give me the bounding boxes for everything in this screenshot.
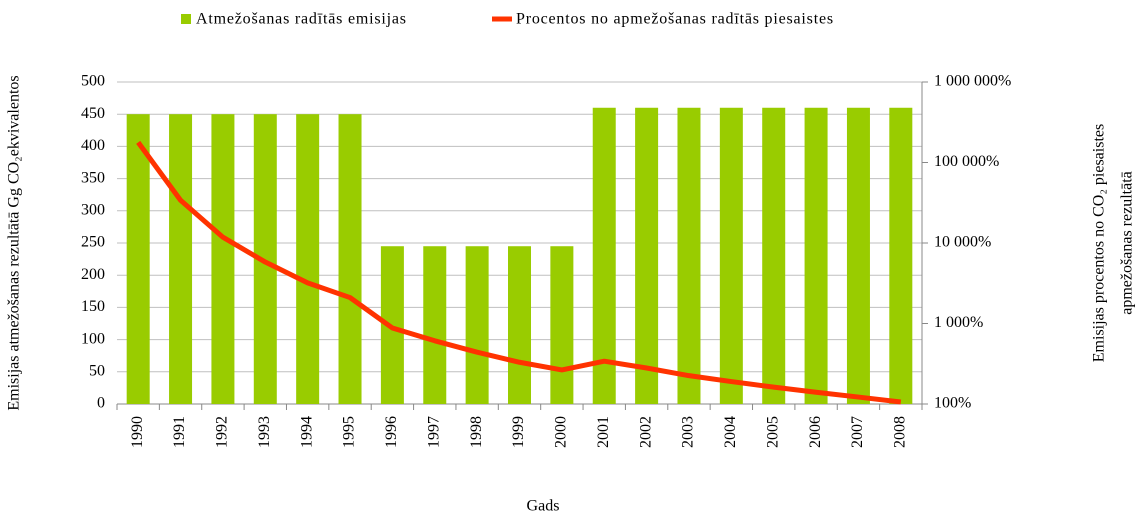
bar bbox=[211, 114, 235, 404]
x-tick-label: 2008 bbox=[891, 416, 908, 448]
y-tick-label: 450 bbox=[81, 105, 105, 122]
y-tick-label: 150 bbox=[81, 298, 105, 315]
x-tick-label: 1996 bbox=[383, 416, 400, 448]
x-tick-label: 2006 bbox=[807, 416, 824, 448]
bar bbox=[592, 107, 616, 404]
bar bbox=[423, 246, 447, 404]
x-tick-label: 2003 bbox=[680, 416, 697, 448]
x-tick-label: 1993 bbox=[256, 416, 273, 448]
y-tick-label: 250 bbox=[81, 234, 105, 251]
legend-label: Atmežošanas radītās emisijas bbox=[196, 11, 407, 28]
y-tick-label: 100 bbox=[81, 330, 105, 347]
x-tick-label: 2005 bbox=[764, 416, 781, 448]
x-tick-label: 2002 bbox=[637, 416, 654, 448]
bar bbox=[465, 246, 489, 404]
bar bbox=[338, 114, 362, 404]
x-tick-label: 1991 bbox=[171, 416, 188, 448]
bar bbox=[169, 114, 193, 404]
y-tick-label: 50 bbox=[89, 362, 105, 379]
x-tick-label: 1999 bbox=[510, 416, 527, 448]
bar bbox=[719, 107, 743, 404]
y-tick-label: 350 bbox=[81, 169, 105, 186]
y-tick-label: 500 bbox=[81, 73, 105, 90]
x-axis-title: Gads bbox=[527, 498, 560, 515]
x-tick-label: 2001 bbox=[595, 416, 612, 448]
x-tick-label: 1997 bbox=[425, 416, 442, 448]
legend-label: Procentos no apmežošanas radītās piesais… bbox=[516, 11, 834, 28]
y2-tick-label: 10 000% bbox=[934, 234, 991, 251]
x-tick-label: 1998 bbox=[468, 416, 485, 448]
x-tick-label: 1995 bbox=[341, 416, 358, 448]
bar bbox=[253, 114, 277, 404]
y-tick-label: 200 bbox=[81, 266, 105, 283]
y-axis-title: Emisijas atmežošanas rezultātā Gg CO₂ekv… bbox=[6, 75, 23, 410]
x-tick-label: 2004 bbox=[722, 416, 739, 448]
bar bbox=[508, 246, 531, 404]
bar bbox=[635, 107, 659, 404]
y2-tick-label: 100 000% bbox=[934, 153, 999, 170]
line bbox=[136, 140, 902, 405]
y2-tick-label: 100% bbox=[934, 395, 971, 412]
bar bbox=[126, 114, 150, 404]
bar bbox=[762, 107, 786, 404]
bar bbox=[550, 246, 574, 404]
y-tick-label: 400 bbox=[81, 137, 105, 154]
x-tick-label: 1994 bbox=[298, 416, 315, 448]
y2-tick-label: 1 000% bbox=[934, 314, 983, 331]
bar bbox=[296, 114, 320, 404]
y-tick-label: 0 bbox=[97, 395, 105, 412]
bar bbox=[804, 107, 828, 404]
y2-axis-title: apmežošanas rezultātā bbox=[1119, 171, 1136, 314]
legend-swatch bbox=[181, 14, 191, 24]
x-tick-label: 1990 bbox=[129, 416, 146, 448]
x-tick-label: 1992 bbox=[214, 416, 231, 448]
y-tick-label: 300 bbox=[81, 201, 105, 218]
x-tick-label: 2007 bbox=[849, 416, 866, 448]
bar bbox=[677, 107, 701, 404]
bar bbox=[846, 107, 870, 404]
bar bbox=[889, 107, 913, 404]
y2-axis-title: Emisijas procentos no CO₂ piesaistes bbox=[1091, 124, 1108, 362]
y2-tick-label: 1 000 000% bbox=[934, 73, 1011, 90]
x-tick-label: 2000 bbox=[553, 416, 570, 448]
